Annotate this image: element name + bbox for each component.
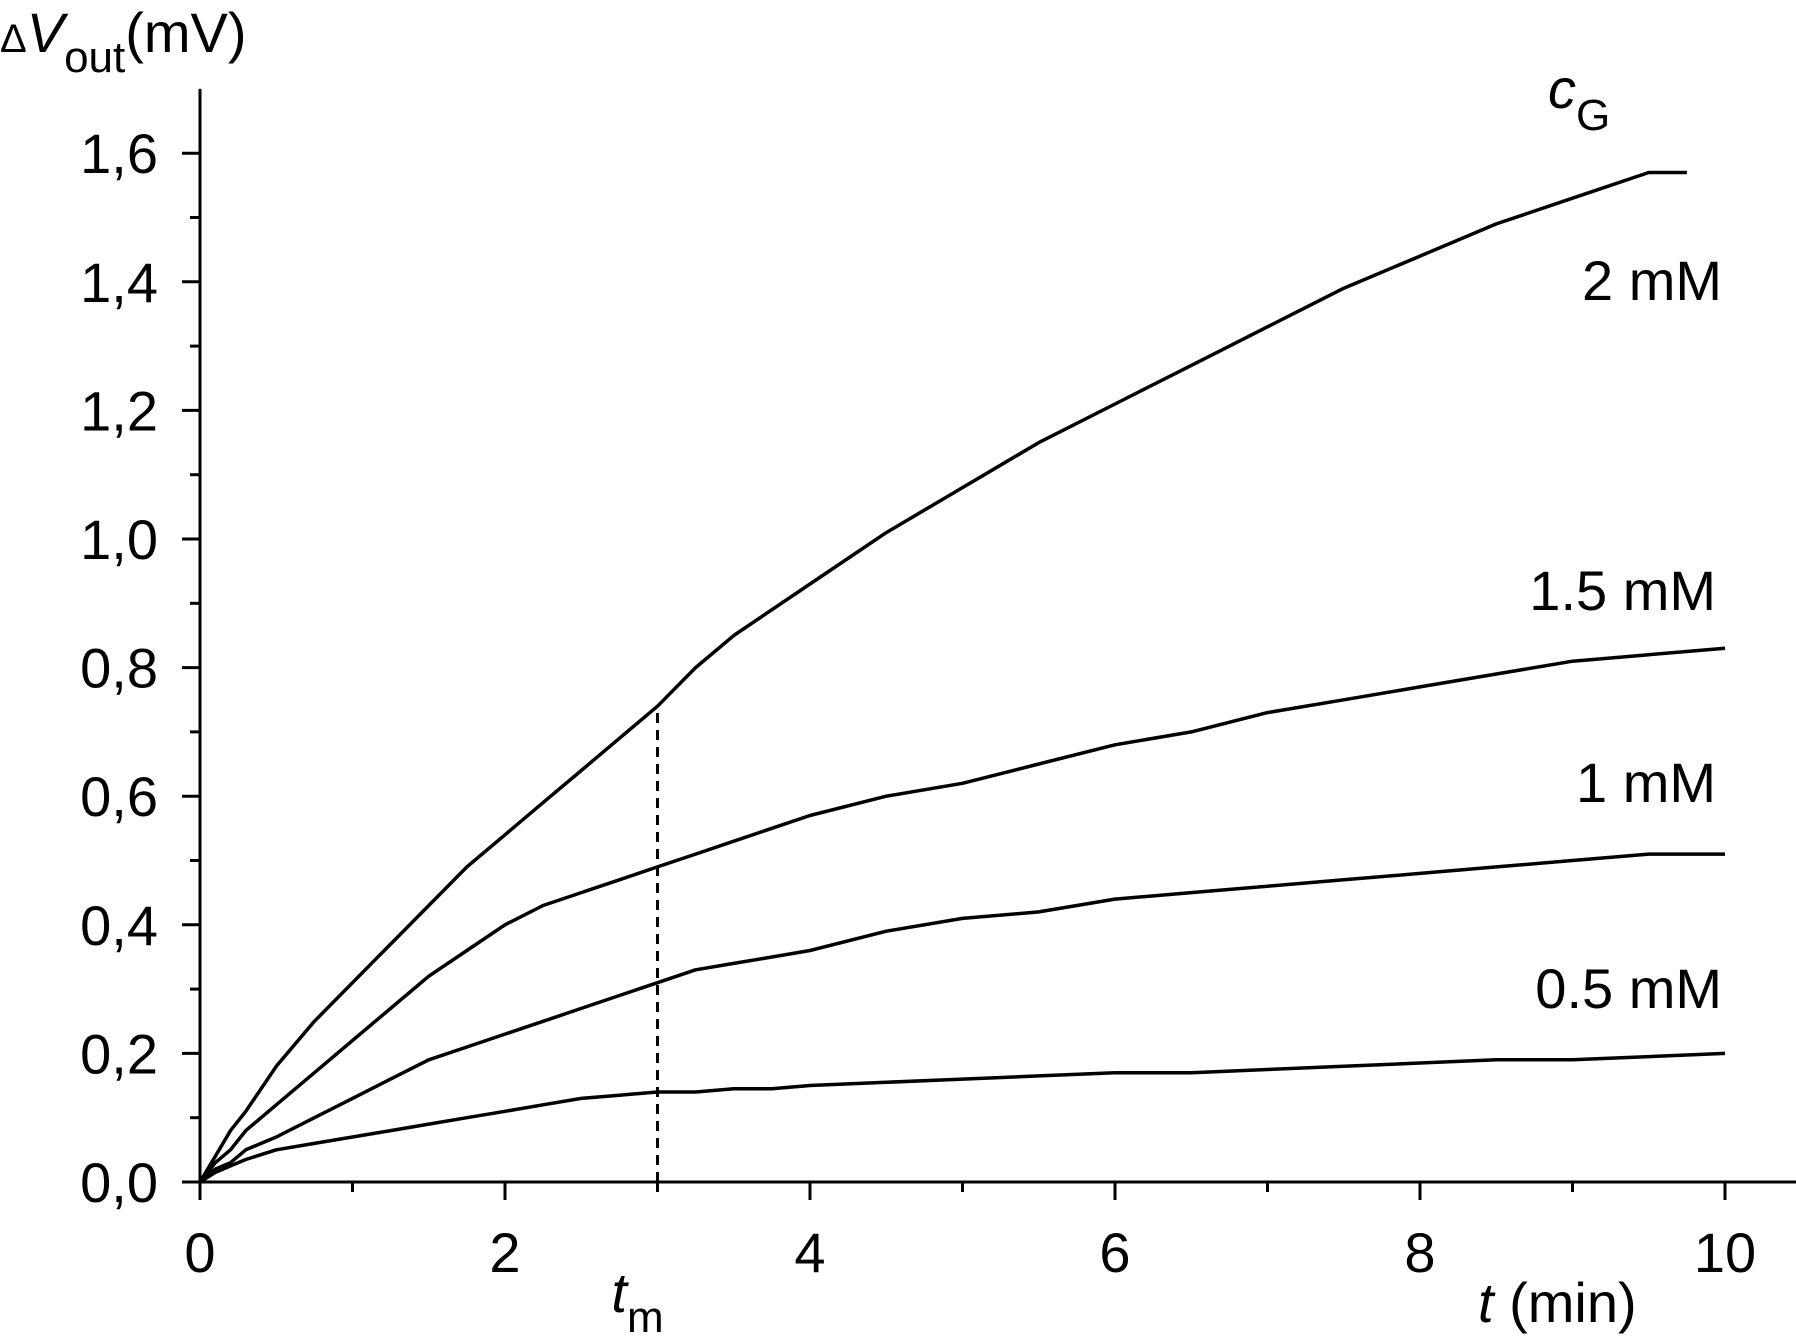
- legend-title-sub: G: [1576, 91, 1610, 140]
- series-label-0: 2 mM: [1582, 249, 1722, 312]
- y-tick-label: 0,4: [80, 894, 158, 957]
- series-label-2: 1 mM: [1576, 751, 1716, 814]
- y-tick-label: 0,6: [80, 765, 158, 828]
- x-tick-label: 6: [1099, 1221, 1130, 1284]
- x-tick-label: 4: [794, 1221, 825, 1284]
- x-axis-var: t: [1478, 1271, 1496, 1334]
- y-tick-label: 0,2: [80, 1022, 158, 1085]
- legend-title-var: c: [1548, 57, 1576, 120]
- y-axis-var: V: [27, 1, 69, 64]
- series-label-1: 1.5 mM: [1529, 559, 1716, 622]
- tm-marker-var: t: [611, 1261, 629, 1324]
- tm-marker-sub: m: [627, 1293, 664, 1341]
- x-tick-label: 8: [1404, 1221, 1435, 1284]
- x-tick-label: 0: [184, 1221, 215, 1284]
- x-axis-unit: (min): [1494, 1271, 1637, 1334]
- y-tick-label: 1,0: [80, 508, 158, 571]
- y-axis-title: ΔVout(mV): [0, 1, 247, 82]
- tm-marker-label: tm: [611, 1261, 663, 1341]
- x-tick-label: 10: [1694, 1221, 1756, 1284]
- y-axis-sub: out: [64, 33, 125, 82]
- y-axis-unit: (mV): [125, 1, 246, 64]
- y-tick-label: 1,4: [80, 251, 158, 314]
- y-tick-label: 0,0: [80, 1151, 158, 1214]
- y-tick-label: 0,8: [80, 637, 158, 700]
- y-tick-label: 1,2: [80, 379, 158, 442]
- series-line-1: [198, 646, 1726, 1184]
- y-tick-label: 1,6: [80, 122, 158, 185]
- axes: 0 2 4 6 8 10 0,0 0,2 0,4 0,6 0,8 1,0 1,2 1,4 1,6: [80, 88, 1796, 1284]
- series-layer: [198, 170, 1726, 1184]
- series-line-3: [199, 1051, 1726, 1184]
- y-axis-delta: Δ: [0, 17, 27, 61]
- series-label-3: 0.5 mM: [1535, 957, 1722, 1020]
- x-tick-label: 2: [489, 1221, 520, 1284]
- series-line-0: [198, 170, 1687, 1183]
- series-line-2: [198, 852, 1725, 1184]
- x-axis-title: t (min): [1478, 1271, 1637, 1334]
- legend-title: cG: [1548, 57, 1610, 140]
